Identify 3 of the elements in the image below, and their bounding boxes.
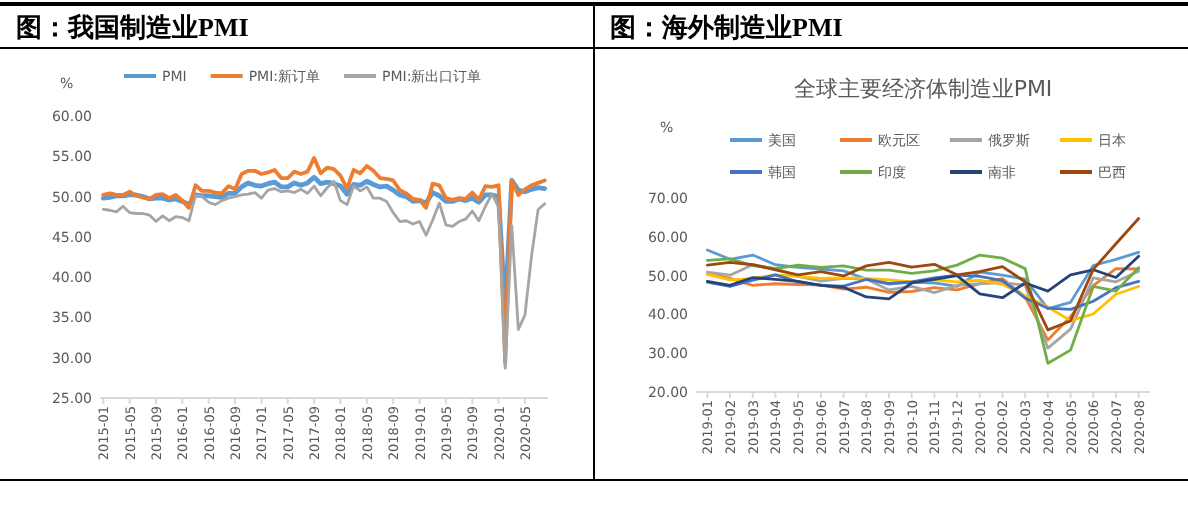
chart-title: 图：海外制造业PMI bbox=[610, 12, 843, 42]
chart-subtitle: 全球主要经济体制造业PMI bbox=[793, 76, 1053, 102]
chart-title: 图：我国制造业PMI bbox=[16, 12, 249, 42]
